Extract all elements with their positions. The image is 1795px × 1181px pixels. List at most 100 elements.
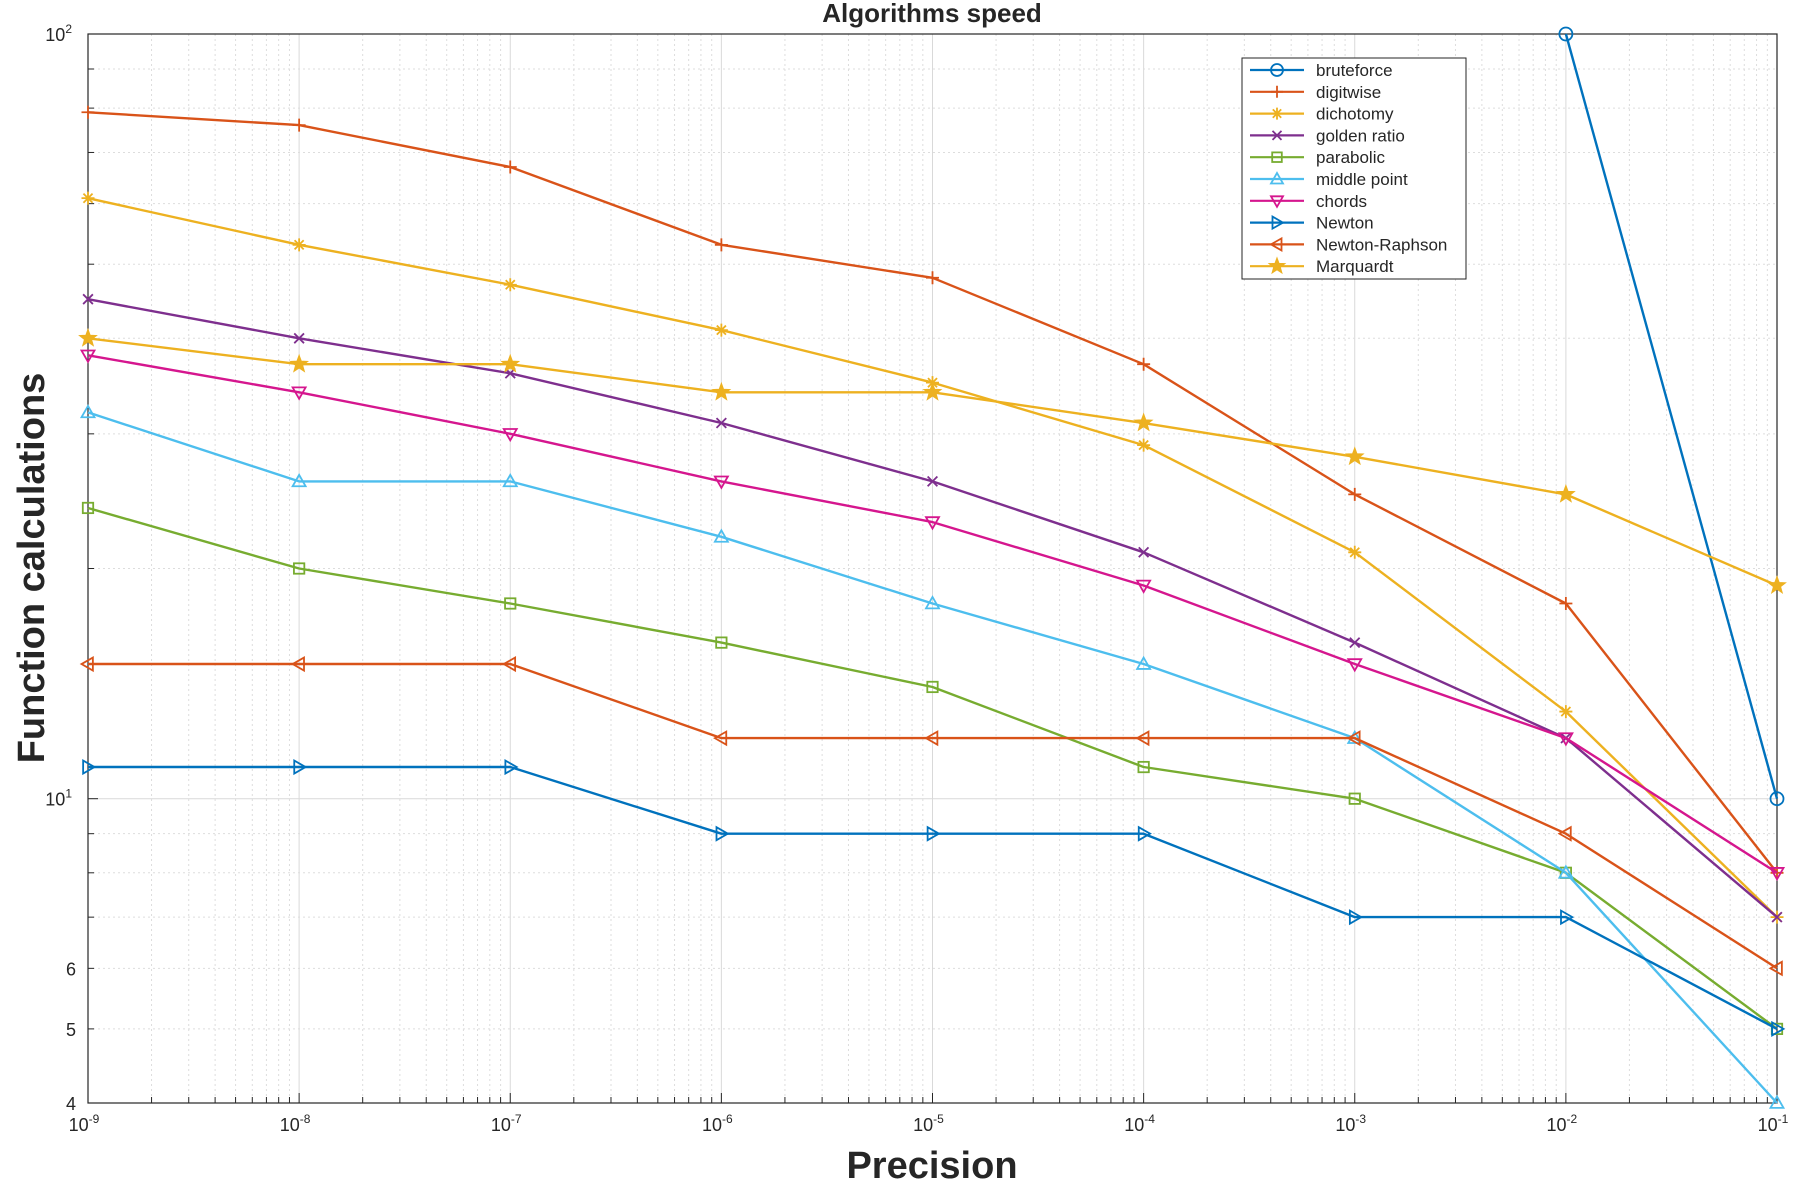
data-point-marker	[81, 105, 95, 119]
data-point-marker	[1560, 909, 1575, 926]
y-tick-label: 101	[45, 787, 72, 810]
legend-label: Newton	[1316, 214, 1374, 233]
data-point-marker	[1137, 438, 1151, 452]
plot-area: 10-9 10-8 10-7 10-6 10-5 10-4 10-3 10-2 10-1 4 5 6…	[45, 22, 1788, 1135]
legend-item: parabolic	[1250, 148, 1385, 167]
data-point-marker	[1271, 215, 1285, 231]
x-axis-label: Precision	[846, 1145, 1017, 1181]
legend-label: bruteforce	[1316, 61, 1393, 80]
legend-item: Marquardt	[1250, 256, 1394, 276]
data-point-marker	[292, 118, 306, 132]
legend-item: dichotomy	[1250, 105, 1394, 124]
data-point-marker	[1135, 730, 1150, 747]
x-tick-label: 10-6	[702, 1112, 733, 1135]
series-line	[87, 506, 1778, 1030]
data-point-marker	[81, 191, 95, 205]
data-point-marker	[1771, 1020, 1786, 1037]
data-point-marker	[290, 655, 305, 673]
legend-item: middle point	[1250, 170, 1408, 189]
data-point-marker	[715, 636, 728, 649]
data-point-marker	[1271, 85, 1283, 98]
y-tick-label: 5	[66, 1020, 76, 1040]
y-tick-label: 6	[66, 959, 76, 979]
x-tick-label: 10-2	[1547, 1112, 1578, 1135]
legend-item: bruteforce	[1250, 61, 1393, 80]
x-tick-label: 10-1	[1758, 1112, 1789, 1135]
y-axis-ticks: 4 5 6 101 102	[45, 22, 98, 1114]
data-point-marker	[293, 758, 308, 776]
data-point-marker	[289, 353, 310, 373]
data-point-marker	[1769, 791, 1785, 807]
y-axis-label: Function calculations	[11, 373, 53, 764]
data-point-marker	[1348, 545, 1362, 559]
legend-label: digitwise	[1316, 83, 1381, 102]
x-tick-label: 10-8	[280, 1112, 311, 1135]
data-point-marker	[1348, 792, 1361, 805]
data-point-marker	[1348, 487, 1362, 501]
data-point-marker	[1137, 825, 1152, 842]
data-point-marker	[924, 730, 939, 747]
series-line	[87, 411, 1778, 1104]
data-point-marker	[926, 680, 939, 694]
data-point-marker	[926, 825, 941, 842]
data-point-marker	[1137, 357, 1151, 371]
series-parabolic	[81, 501, 1784, 1035]
data-point-marker	[81, 501, 95, 515]
series-line	[87, 354, 1778, 874]
data-point-marker	[926, 271, 939, 285]
x-tick-label: 10-4	[1124, 1112, 1155, 1135]
data-point-marker	[1344, 446, 1365, 466]
data-point-marker	[504, 758, 519, 776]
data-point-marker	[1346, 658, 1363, 673]
data-point-marker	[293, 332, 305, 344]
data-point-marker	[79, 655, 94, 673]
data-point-marker	[78, 327, 98, 347]
data-point-marker	[1135, 655, 1152, 670]
x-tick-label: 10-7	[491, 1112, 522, 1135]
x-tick-label: 10-9	[69, 1112, 100, 1135]
data-point-marker	[1771, 911, 1783, 923]
data-point-marker	[1768, 1094, 1786, 1109]
data-point-marker	[502, 473, 519, 488]
legend: bruteforce digitwise dichotomy golden ratio…	[1241, 57, 1467, 280]
legend-label: golden ratio	[1316, 126, 1405, 145]
series-golden-ratio	[82, 293, 1783, 923]
legend-label: Marquardt	[1316, 257, 1394, 276]
data-point-marker	[82, 758, 97, 776]
data-point-marker	[82, 293, 94, 305]
data-point-marker	[1557, 825, 1572, 842]
series-marquardt	[78, 327, 1787, 594]
data-point-marker	[1269, 195, 1285, 209]
data-point-marker	[1133, 412, 1154, 432]
data-point-marker	[1137, 760, 1150, 774]
series-chords	[79, 349, 1786, 882]
legend-item: Newton-Raphson	[1250, 235, 1447, 254]
series-layer	[78, 26, 1787, 1109]
data-point-marker	[502, 428, 519, 443]
data-point-marker	[1768, 867, 1786, 882]
data-point-marker	[924, 516, 941, 531]
data-point-marker	[713, 528, 730, 543]
data-point-marker	[1135, 579, 1152, 594]
x-tick-label: 10-5	[913, 1112, 944, 1135]
data-point-marker	[1267, 256, 1287, 275]
data-point-marker	[1558, 26, 1574, 42]
data-point-marker	[715, 417, 727, 429]
data-point-marker	[1768, 960, 1783, 977]
data-point-marker	[1559, 705, 1573, 719]
legend-box	[1241, 57, 1467, 280]
data-point-marker	[1269, 236, 1283, 252]
legend-item: golden ratio	[1250, 126, 1405, 145]
data-point-marker	[922, 381, 943, 401]
data-point-marker	[500, 353, 521, 373]
series-bruteforce	[1558, 26, 1785, 807]
data-point-marker	[926, 475, 939, 487]
chart-title: Algorithms speed	[822, 0, 1042, 28]
series-digitwise	[81, 105, 1784, 880]
data-point-marker	[1270, 63, 1284, 77]
series-line	[88, 765, 1778, 1030]
data-point-marker	[713, 730, 728, 747]
data-point-marker	[501, 655, 517, 673]
series-middle-point	[79, 404, 1786, 1109]
data-point-marker	[1348, 909, 1364, 926]
